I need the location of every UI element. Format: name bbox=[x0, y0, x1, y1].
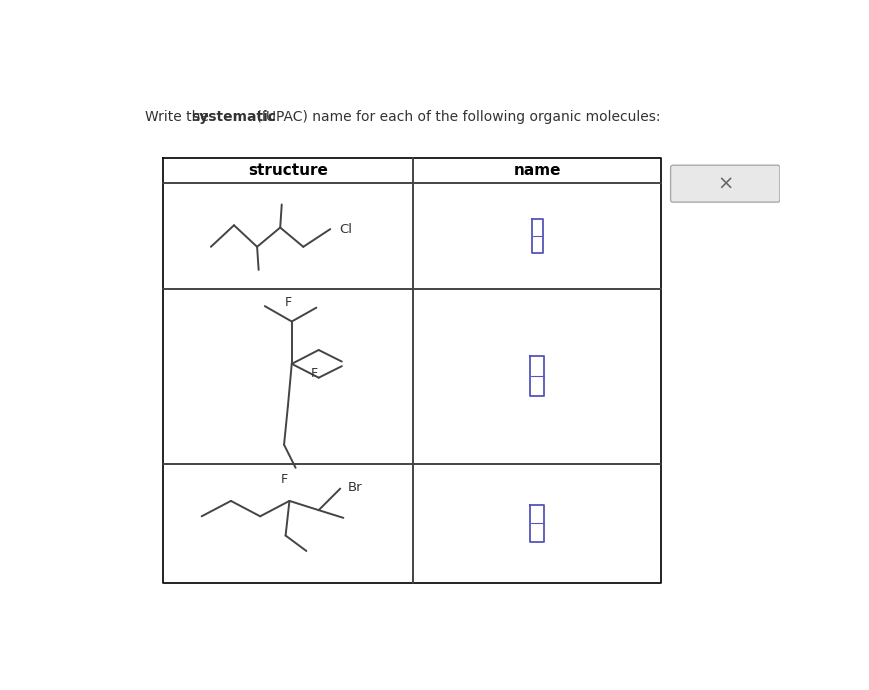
Text: name: name bbox=[514, 163, 561, 178]
Text: F: F bbox=[284, 296, 291, 308]
Text: Cl: Cl bbox=[340, 223, 353, 235]
Text: (IUPAC) name for each of the following organic molecules:: (IUPAC) name for each of the following o… bbox=[252, 110, 660, 124]
Text: structure: structure bbox=[248, 163, 328, 178]
Text: F: F bbox=[281, 473, 288, 486]
Text: F: F bbox=[311, 366, 318, 380]
Text: Br: Br bbox=[348, 480, 362, 493]
Text: ×: × bbox=[717, 174, 733, 193]
Text: Write the: Write the bbox=[144, 110, 213, 124]
Text: systematic: systematic bbox=[192, 110, 276, 124]
FancyBboxPatch shape bbox=[671, 165, 780, 202]
